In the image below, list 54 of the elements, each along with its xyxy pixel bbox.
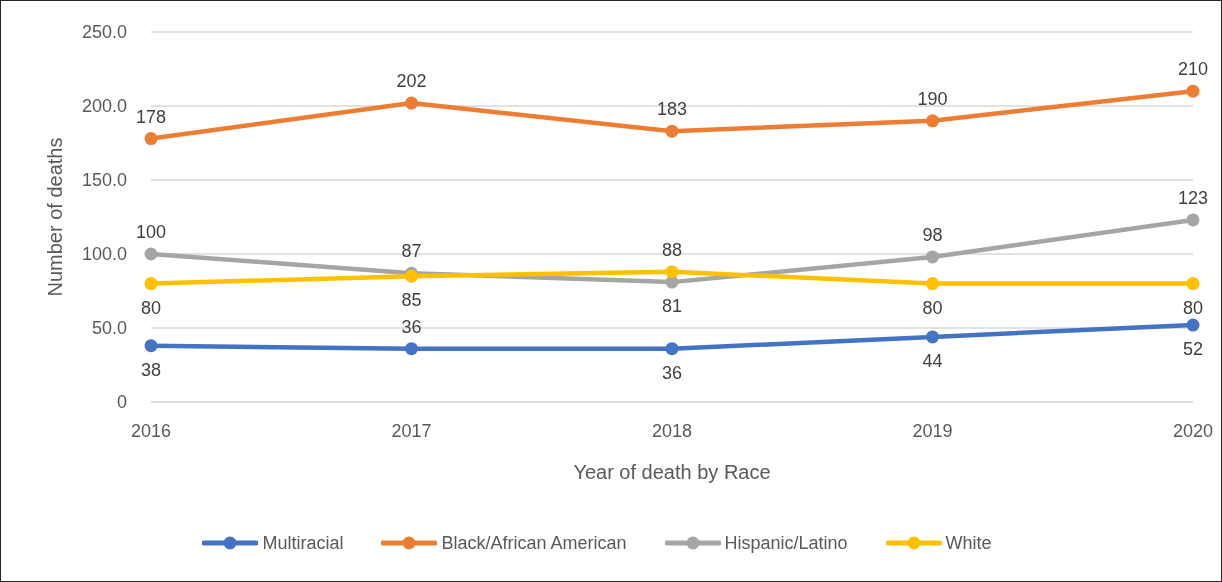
x-tick-label: 2019 (912, 420, 953, 441)
data-label: 202 (396, 71, 427, 92)
y-axis-title: Number of deaths (44, 137, 66, 297)
data-label: 85 (401, 290, 422, 311)
point (144, 132, 158, 146)
data-label: 123 (1177, 187, 1209, 208)
data-label: 88 (661, 239, 683, 260)
point (405, 96, 418, 110)
x-tick-label: 2020 (1172, 420, 1214, 441)
data-label: 44 (922, 350, 943, 371)
data-label: 183 (656, 99, 688, 120)
point (926, 330, 939, 344)
point (144, 277, 158, 291)
point (1186, 318, 1200, 332)
data-label: 98 (922, 224, 943, 245)
point (926, 114, 939, 128)
point (1186, 213, 1200, 227)
data-label: 210 (1177, 59, 1209, 80)
data-label: 80 (140, 297, 162, 318)
y-tick-label: 0 (116, 392, 127, 413)
y-tick-label: 200.0 (81, 96, 127, 117)
y-tick-label: 150.0 (81, 170, 127, 191)
point (405, 342, 418, 356)
legend-label: Hispanic/Latino (724, 532, 848, 553)
data-label: 80 (1182, 297, 1204, 318)
x-tick-label: 2017 (391, 420, 432, 441)
data-label: 81 (661, 296, 683, 317)
point (144, 339, 158, 353)
legend-label: White (945, 532, 992, 553)
y-tick-label: 50.0 (91, 318, 127, 339)
legend-label: Multiracial (262, 532, 344, 553)
legend-label: Black/African American (441, 532, 627, 553)
point (665, 342, 679, 356)
data-label: 87 (401, 241, 422, 262)
point (1186, 84, 1200, 98)
data-label: 80 (922, 297, 943, 318)
point (144, 247, 158, 261)
point (1186, 277, 1200, 291)
data-label: 36 (401, 316, 422, 337)
data-label: 36 (661, 362, 683, 383)
data-label: 190 (917, 88, 948, 109)
x-axis-title: Year of death by Race (573, 461, 771, 483)
x-tick-label: 2016 (130, 420, 172, 441)
x-tick-label: 2018 (651, 420, 693, 441)
y-tick-label: 100.0 (81, 244, 127, 265)
data-label: 52 (1182, 339, 1204, 360)
point (665, 265, 679, 279)
data-label: 100 (135, 222, 167, 242)
y-tick-label: 250.0 (81, 22, 127, 43)
data-label: 178 (135, 106, 167, 127)
point (665, 124, 679, 138)
data-label: 38 (140, 359, 162, 380)
point (926, 277, 939, 291)
point (926, 250, 939, 264)
